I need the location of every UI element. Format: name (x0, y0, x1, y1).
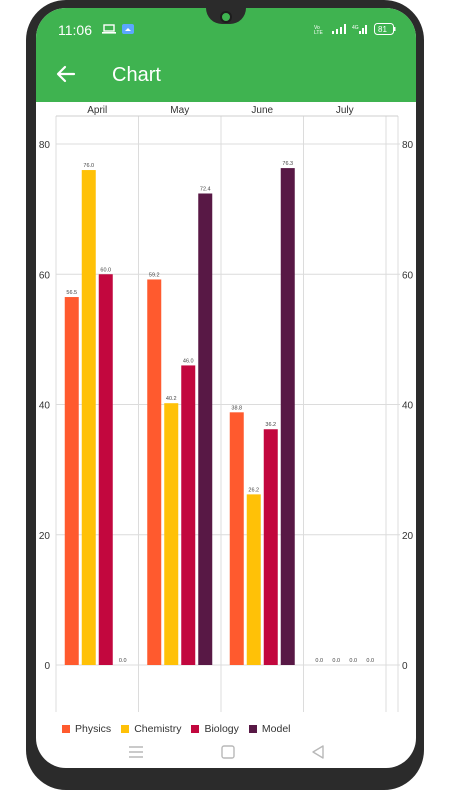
y-tick-label-left: 60 (39, 270, 51, 281)
camera-icon (220, 11, 232, 23)
svg-text:LTE: LTE (314, 30, 323, 34)
app-bar: Chart (36, 52, 416, 102)
bar-chemistry-april (81, 170, 96, 666)
data-label: 38.8 (231, 405, 242, 411)
legend-swatch (248, 725, 257, 733)
bar-model-may (198, 193, 213, 665)
data-label: 59.2 (149, 272, 160, 278)
legend-label: Physics (75, 723, 112, 735)
bar-biology-april (98, 274, 113, 665)
data-label: 0.0 (366, 658, 374, 664)
data-label: 56.5 (66, 290, 77, 296)
bar-chemistry-june (246, 494, 261, 665)
volte-icon: Vo LTE (314, 25, 323, 34)
back-triangle-icon[interactable] (308, 742, 328, 762)
y-tick-label-left: 0 (44, 661, 50, 672)
data-label: 60.0 (100, 267, 111, 273)
data-label: 76.3 (282, 161, 293, 167)
legend-item-biology: Biology (191, 723, 239, 735)
data-label: 26.2 (248, 487, 259, 493)
category-label: July (336, 105, 354, 116)
legend-swatch (121, 725, 130, 733)
category-label: May (170, 105, 189, 116)
screen: 11:06 Vo LTE 4G 81 (36, 8, 416, 768)
data-label: 76.0 (83, 163, 94, 169)
back-arrow-icon[interactable] (54, 62, 78, 86)
laptop-icon (102, 24, 116, 34)
status-time: 11:06 (58, 22, 92, 38)
legend-item-physics: Physics (62, 723, 111, 735)
category-label: June (251, 105, 273, 116)
svg-text:Vo: Vo (314, 25, 320, 31)
legend-label: Chemistry (134, 723, 182, 735)
bar-biology-may (181, 365, 196, 665)
y-tick-label-right: 60 (402, 270, 414, 281)
bar-chemistry-may (164, 403, 179, 665)
4g-signal-icon: 4G (352, 25, 367, 34)
data-label: 0.0 (332, 658, 340, 664)
bar-physics-april (64, 297, 79, 665)
category-label: April (87, 105, 107, 116)
legend-label: Model (261, 723, 291, 735)
y-tick-label-right: 20 (402, 531, 414, 542)
y-tick-label-left: 20 (39, 531, 51, 542)
data-label: 0.0 (315, 658, 323, 664)
legend-item-chemistry: Chemistry (121, 723, 181, 735)
data-label: 40.2 (166, 396, 177, 402)
battery-level: 81 (378, 25, 387, 34)
signal-icon (332, 24, 346, 34)
legend-swatch (191, 725, 200, 733)
battery-icon: 81 (374, 23, 396, 35)
data-label: 0.0 (349, 658, 357, 664)
data-label: 46.0 (183, 358, 194, 364)
chart-legend: Physics Chemistry Biology Model (62, 720, 301, 738)
y-tick-label-left: 40 (39, 401, 51, 412)
data-label: 0.0 (119, 658, 127, 664)
page-title: Chart (112, 64, 161, 86)
data-label: 36.2 (265, 422, 276, 428)
y-tick-label-right: 80 (402, 140, 414, 151)
svg-text:4G: 4G (352, 25, 359, 31)
home-square-icon[interactable] (218, 742, 238, 762)
legend-swatch (62, 725, 70, 733)
bar-model-june (280, 168, 295, 665)
y-tick-label-left: 80 (39, 140, 51, 151)
cloud-icon (122, 24, 134, 34)
y-tick-label-right: 0 (402, 661, 408, 672)
navigation-bar (36, 736, 416, 768)
menu-icon[interactable] (126, 742, 146, 762)
y-tick-label-right: 40 (402, 401, 414, 412)
bar-chart: 0 0 20 20 40 40 60 60 80 80 April May June July 56.5 76… (39, 105, 414, 712)
bar-biology-june (263, 429, 278, 665)
legend-label: Biology (204, 723, 239, 735)
legend-item-model: Model (248, 723, 291, 735)
data-label: 72.4 (200, 186, 211, 192)
bar-physics-may (147, 279, 162, 665)
bar-physics-june (229, 412, 244, 665)
